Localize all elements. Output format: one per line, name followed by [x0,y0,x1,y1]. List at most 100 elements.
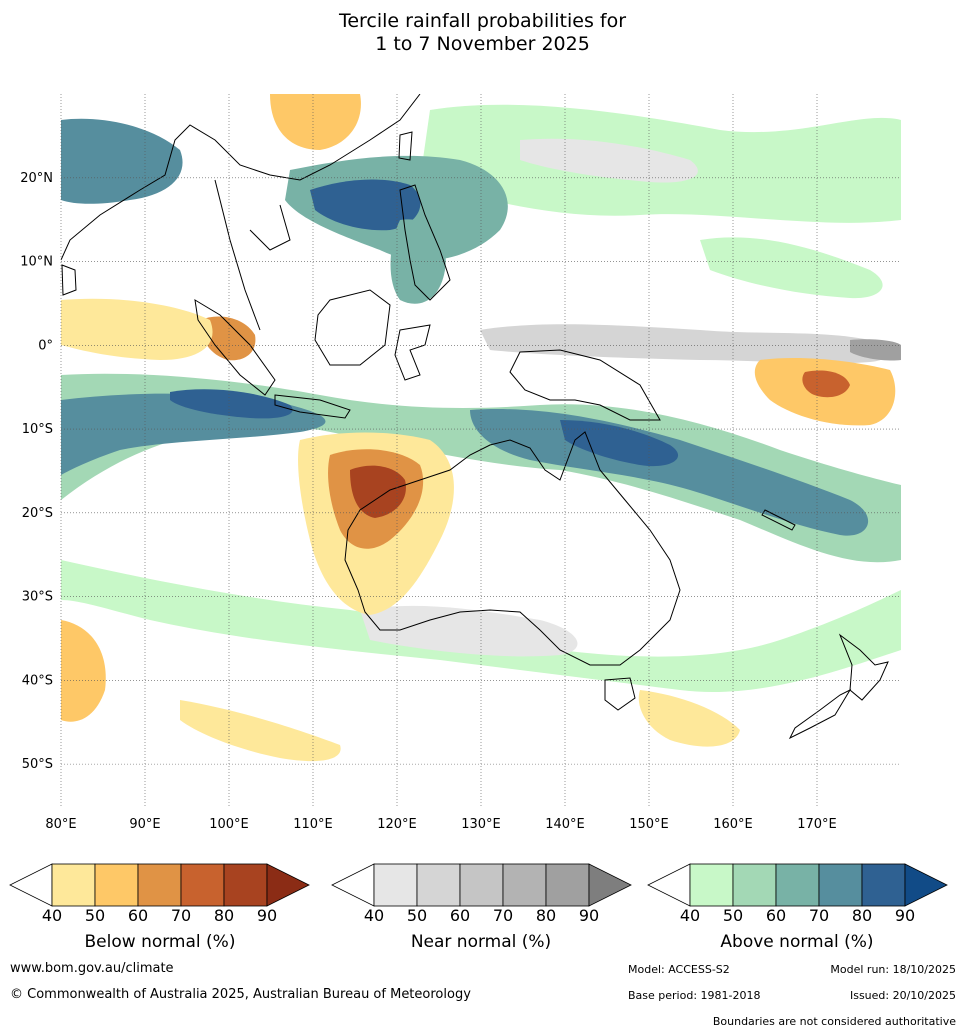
near-normal-region-south-australia [360,605,578,657]
lon-tick-label: 100°E [209,817,249,832]
coastline-new-zealand-north [838,633,889,701]
colorbar-label-below: Below normal (%) [84,932,236,952]
lon-tick-label: 80°E [45,817,76,832]
colorbar-segment [137,863,182,907]
colorbar-segment [416,863,461,907]
near-normal-region-equatorial-pacific-core [850,339,901,361]
below-normal-region-south-pacific-core [802,370,850,398]
lat-tick-label: 30°S [22,590,53,605]
colorbar-near: 40 50 60 70 80 90 [331,863,632,925]
coastline-taiwan [398,131,413,161]
colorbar-label-above: Above normal (%) [720,932,874,952]
below-normal-region-sumatra [200,316,256,361]
colorbar-segment [223,863,268,907]
above-normal-region-southern-ocean [61,560,901,692]
footer-disclaimer: Boundaries are not considered authoritat… [712,1015,956,1028]
lat-tick-label: 10°N [20,255,53,270]
coastline-new-zealand-south [788,688,852,740]
colorbar-over-arrow [904,863,948,907]
below-normal-region-tasman [638,690,740,747]
colorbar-tick-label: 60 [128,906,148,925]
lon-tick-label: 90°E [129,817,160,832]
footer-base-period: Base period: 1981-2018 [628,989,761,1002]
coastline-sulawesi [394,324,431,381]
title-line-2: 1 to 7 November 2025 [375,33,590,55]
footer-model-run: Model run: 18/10/2025 [830,963,956,976]
colorbar-segment [459,863,504,907]
lon-tick-label: 160°E [713,817,753,832]
coastline-new-guinea [509,349,661,421]
colorbar-tick-label: 80 [214,906,234,925]
below-normal-region-southern-ocean [180,700,341,762]
colorbar-tick-label: 70 [493,906,513,925]
lat-tick-label: 0° [38,338,53,353]
colorbar-tick-label: 70 [171,906,191,925]
colorbars: 40 50 60 70 80 90 40 50 60 70 80 90 40 50 60 70 80 90 [9,863,948,925]
lat-tick-label: 50°S [22,757,53,772]
colorbar-segment [732,863,777,907]
coastline-borneo [314,289,391,366]
lon-tick-label: 110°E [293,817,333,832]
colorbar-label-near: Near normal (%) [410,932,552,952]
colorbar-under-arrow [331,863,375,907]
colorbar-tick-label: 50 [85,906,105,925]
colorbar-tick-label: 80 [852,906,872,925]
colorbar-above: 40 50 60 70 80 90 [647,863,948,925]
coastline-mainland-asia [61,94,421,331]
coastline-sri-lanka [61,264,77,296]
colorbar-tick-label: 80 [536,906,556,925]
colorbar-under-arrow [647,863,691,907]
coastline-philippines [399,184,451,301]
coastlines [61,94,889,740]
colorbar-segment [51,863,96,907]
above-normal-region-eastern-pacific [700,237,883,299]
colorbar-tick-label: 40 [680,906,700,925]
colorbar-under-arrow [9,863,53,907]
footer-url: www.bom.gov.au/climate [10,961,174,976]
coastline-new-caledonia [761,509,796,531]
coastline-sumatra [194,299,276,396]
title-line-1: Tercile rainfall probabilities for [338,10,627,32]
colorbar-over-arrow [588,863,632,907]
colorbar-tick-label: 90 [895,906,915,925]
colorbar-segment [373,863,418,907]
colorbar-segment [689,863,734,907]
colorbar-segment [502,863,547,907]
above-normal-region-sunda-core [170,389,293,419]
lon-tick-label: 130°E [461,817,501,832]
lat-tick-label: 10°S [22,422,53,437]
coastline-java [274,394,351,419]
chart-title: Tercile rainfall probabilities for 1 to … [0,10,965,56]
colorbar-tick-label: 90 [257,906,277,925]
colorbar-tick-label: 40 [364,906,384,925]
colorbar-tick-label: 40 [42,906,62,925]
near-normal-region-north-pacific [520,138,698,183]
lon-tick-label: 120°E [377,817,417,832]
colorbar-segment [180,863,225,907]
colorbar-tick-label: 50 [407,906,427,925]
lat-tick-label: 40°S [22,673,53,688]
map-panel [61,94,901,806]
below-normal-region-western-australia-core [350,465,406,518]
colorbar-segment [545,863,590,907]
colorbar-segment [775,863,820,907]
footer-issued: Issued: 20/10/2025 [849,989,956,1002]
coastline-australia [344,431,681,666]
colorbar-below: 40 50 60 70 80 90 [9,863,310,925]
colorbar-over-arrow [266,863,310,907]
colorbar-tick-label: 70 [809,906,829,925]
colorbar-segment [818,863,863,907]
coastline-tasmania [604,677,636,711]
lon-tick-label: 150°E [629,817,669,832]
above-normal-region-coral-sea-core [560,420,679,467]
graticule [60,94,901,806]
colorbar-segment [94,863,139,907]
lon-tick-label: 170°E [797,817,837,832]
below-normal-region-china [270,94,361,150]
colorbar-tick-label: 60 [450,906,470,925]
lat-tick-label: 20°N [20,171,53,186]
below-normal-region-south-indian-ocean [61,620,106,722]
lat-tick-label: 20°S [22,506,53,521]
above-normal-region-philippine-sea [310,179,421,231]
